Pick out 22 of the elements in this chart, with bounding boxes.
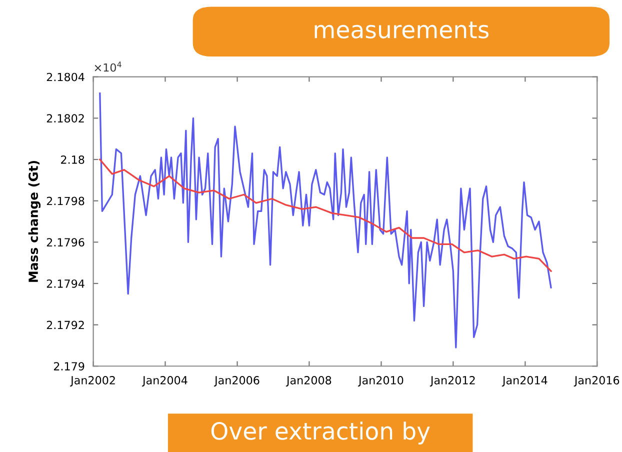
- x-tick-label: Jan2004: [142, 376, 188, 387]
- x-tick-label: Jan2006: [214, 376, 260, 387]
- y-tick-label: 2.1796: [46, 238, 84, 247]
- y-tick-label: 2.1802: [46, 114, 84, 123]
- text: ×10$^{4}$: [94, 62, 122, 72]
- x-tick-label: Jan2008: [286, 376, 332, 387]
- x-tick-label: Jan2014: [502, 376, 548, 387]
- text: Over extraction by: [211, 422, 430, 444]
- x-tick-label: Jan2010: [358, 376, 404, 387]
- line-series: [99, 92, 552, 348]
- y-tick-label: 2.179: [54, 362, 84, 370]
- x-tick-label: Jan2002: [70, 376, 115, 387]
- x-tick-label: Jan2012: [430, 376, 475, 387]
- y-tick-label: 2.18: [61, 155, 84, 164]
- line-series: [99, 158, 552, 272]
- y-tick-label: 2.1798: [46, 196, 84, 206]
- y-tick-label: 2.1792: [46, 320, 84, 330]
- x-tick-label: Jan2016: [574, 376, 620, 387]
- text: measurements: [314, 22, 489, 38]
- y-tick-label: 2.1804: [46, 72, 84, 82]
- y-axis-title: Mass change (Gt): [28, 160, 41, 282]
- y-tick-label: 2.1794: [46, 279, 84, 288]
